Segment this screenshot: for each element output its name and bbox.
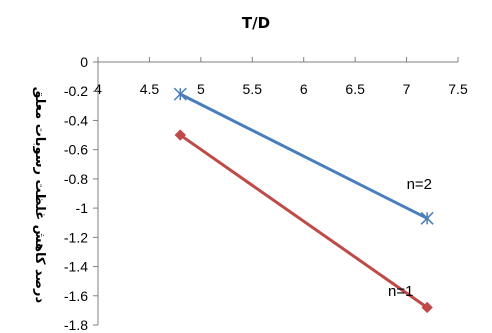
y-tick-label: -1.2 — [64, 229, 88, 245]
x-tick-label: 5 — [197, 81, 205, 97]
y-tick-label: -1 — [76, 200, 89, 216]
series-layer — [173, 87, 434, 314]
chart-title: T/D — [242, 14, 270, 32]
annotation-layer: n=2 n=1 — [388, 176, 432, 300]
y-tick-label: -1.4 — [64, 259, 88, 275]
x-tick-label: 5.5 — [243, 81, 263, 97]
axes: 4 4.5 5 5.5 6 6.5 7 7.5 0 -0.2 -0.4 -0.6 -0.8 -1 -1.2 -… — [64, 54, 468, 333]
data-point — [174, 129, 186, 141]
series-label: n=1 — [388, 283, 413, 300]
x-tick-label: 4 — [94, 81, 102, 97]
y-tick-label: -0.6 — [64, 142, 88, 158]
x-tick-label: 7 — [403, 81, 411, 97]
y-tick-label: -1.6 — [64, 288, 88, 304]
series-n=1 — [174, 129, 433, 314]
data-point — [173, 87, 187, 101]
series-label: n=2 — [407, 176, 432, 193]
y-tick-label: 0 — [80, 54, 88, 70]
y-tick-label: -1.8 — [64, 317, 88, 333]
y-tick-label: -0.4 — [64, 112, 88, 128]
x-tick-label: 6.5 — [345, 81, 365, 97]
series-n=2 — [173, 87, 434, 225]
x-tick-label: 6 — [300, 81, 308, 97]
x-tick-label: 4.5 — [140, 81, 160, 97]
y-tick-label: -0.8 — [64, 171, 88, 187]
data-point — [421, 301, 433, 314]
series-line — [178, 92, 429, 220]
y-axis-label: درصد کاهش غلظت رسوبات معلق — [32, 87, 47, 304]
series-line — [178, 133, 429, 309]
data-point — [420, 211, 434, 225]
x-tick-label: 7.5 — [448, 81, 468, 97]
y-tick-label: -0.2 — [64, 83, 88, 99]
